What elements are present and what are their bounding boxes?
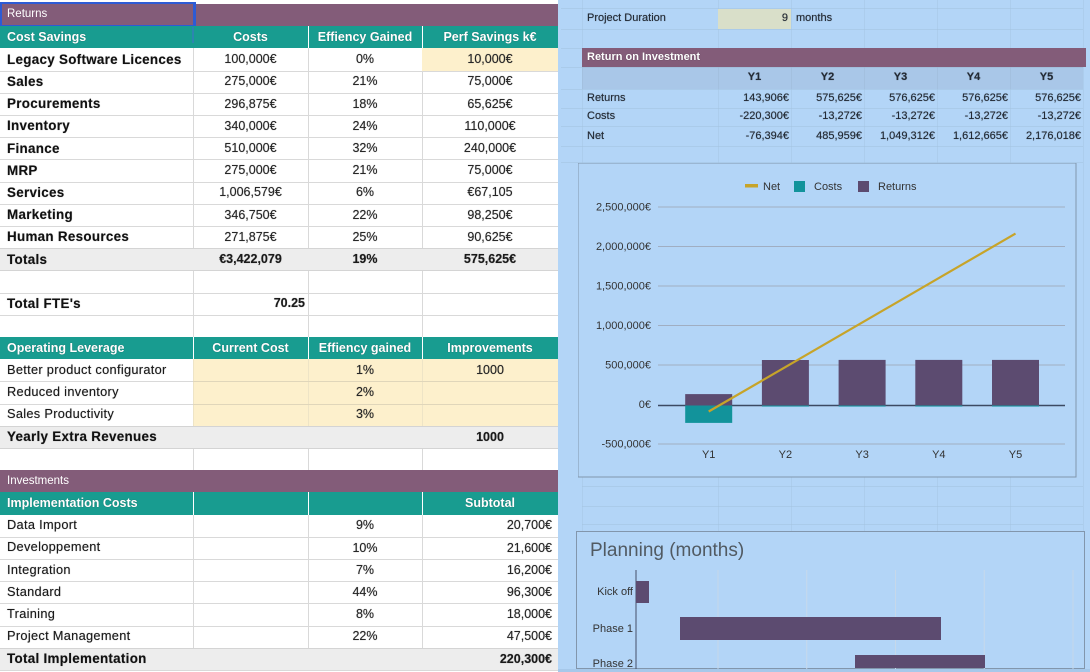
svg-text:Y3: Y3	[855, 449, 868, 461]
svg-text:Planning (months): Planning (months)	[590, 540, 744, 561]
svg-text:0€: 0€	[639, 399, 651, 411]
svg-text:2,000,000€: 2,000,000€	[596, 241, 651, 253]
svg-text:500,000€: 500,000€	[605, 360, 651, 372]
svg-text:Returns: Returns	[878, 181, 917, 193]
svg-text:1,500,000€: 1,500,000€	[596, 281, 651, 293]
svg-text:Y2: Y2	[779, 449, 792, 461]
svg-text:Net: Net	[763, 181, 780, 193]
svg-text:Costs: Costs	[814, 181, 843, 193]
svg-text:Y5: Y5	[1009, 449, 1022, 461]
svg-text:Kick off: Kick off	[597, 586, 634, 598]
svg-text:Phase 2: Phase 2	[593, 658, 633, 669]
svg-text:2,500,000€: 2,500,000€	[596, 202, 651, 214]
svg-text:1,000,000€: 1,000,000€	[596, 320, 651, 332]
svg-text:-500,000€: -500,000€	[601, 439, 651, 451]
svg-text:Y1: Y1	[702, 449, 715, 461]
svg-text:Phase 1: Phase 1	[593, 623, 633, 635]
svg-text:Y4: Y4	[932, 449, 945, 461]
